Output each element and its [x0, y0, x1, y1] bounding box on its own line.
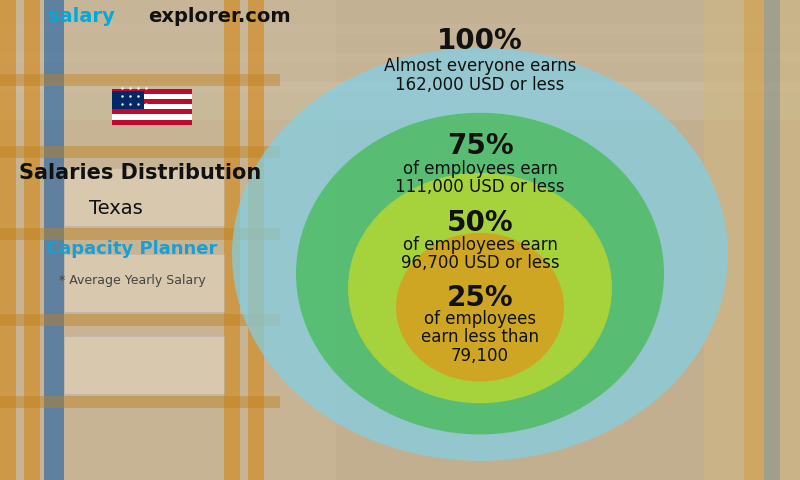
- Bar: [224, 0, 240, 480]
- Bar: [0, 146, 280, 158]
- Text: of employees earn: of employees earn: [402, 236, 558, 254]
- Text: 79,100: 79,100: [451, 347, 509, 365]
- Bar: [112, 109, 192, 114]
- Bar: [112, 104, 192, 109]
- Text: Texas: Texas: [89, 199, 143, 218]
- Text: * Average Yearly Salary: * Average Yearly Salary: [58, 274, 206, 288]
- Bar: [64, 254, 224, 312]
- Bar: [0, 0, 800, 34]
- Text: of employees: of employees: [424, 310, 536, 328]
- Bar: [0, 74, 280, 86]
- Bar: [112, 91, 144, 109]
- Bar: [0, 396, 280, 408]
- Bar: [112, 114, 192, 120]
- Text: 25%: 25%: [446, 284, 514, 312]
- Bar: [248, 0, 264, 480]
- Bar: [0, 314, 280, 326]
- Text: 111,000 USD or less: 111,000 USD or less: [395, 178, 565, 196]
- Bar: [744, 0, 764, 480]
- Bar: [704, 0, 800, 480]
- Bar: [0, 228, 280, 240]
- Text: 162,000 USD or less: 162,000 USD or less: [395, 76, 565, 95]
- Text: explorer.com: explorer.com: [148, 7, 290, 26]
- Bar: [0, 53, 800, 91]
- Text: of employees earn: of employees earn: [402, 160, 558, 178]
- Bar: [44, 0, 64, 480]
- Bar: [112, 89, 192, 94]
- Text: earn less than: earn less than: [421, 328, 539, 347]
- Bar: [0, 82, 800, 120]
- Ellipse shape: [396, 233, 564, 382]
- Text: Salaries Distribution: Salaries Distribution: [19, 163, 261, 183]
- Bar: [0, 0, 336, 480]
- Bar: [0, 0, 16, 480]
- Text: Almost everyone earns: Almost everyone earns: [384, 57, 576, 75]
- Bar: [112, 94, 192, 99]
- Ellipse shape: [348, 173, 612, 403]
- Text: 100%: 100%: [437, 27, 523, 55]
- Bar: [0, 24, 800, 62]
- Text: Capacity Planner: Capacity Planner: [46, 240, 218, 258]
- Bar: [112, 99, 192, 104]
- Bar: [64, 336, 224, 394]
- Text: salary: salary: [48, 7, 114, 26]
- Bar: [112, 120, 192, 125]
- Text: 50%: 50%: [446, 209, 514, 237]
- Ellipse shape: [296, 113, 664, 434]
- Text: 75%: 75%: [446, 132, 514, 160]
- Ellipse shape: [232, 48, 728, 461]
- Bar: [24, 0, 40, 480]
- Bar: [64, 168, 224, 226]
- Bar: [764, 0, 780, 480]
- Text: 96,700 USD or less: 96,700 USD or less: [401, 253, 559, 272]
